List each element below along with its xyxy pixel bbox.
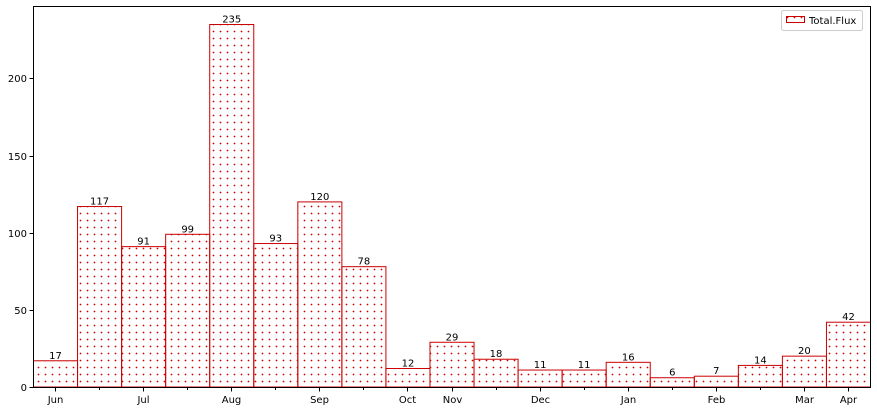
- x-tick-label: Aug: [222, 395, 242, 406]
- data-label: 7: [713, 366, 719, 377]
- bar: [517, 369, 563, 388]
- bar: [297, 201, 343, 388]
- bar: [209, 24, 255, 388]
- bar: [605, 361, 651, 388]
- legend: Total.Flux: [781, 10, 863, 31]
- data-labels-layer: 17 117 91 99 235 93 120 78 12 29 18 11 11 16 6 7 14 20 42: [49, 15, 855, 379]
- x-tick-label: Oct: [399, 395, 416, 406]
- bar: [165, 233, 211, 388]
- x-tick-label: Dec: [531, 395, 550, 406]
- bar: [473, 358, 519, 388]
- x-tick-label: Feb: [708, 395, 726, 406]
- x-tick-label: Jan: [620, 395, 636, 406]
- y-tick-label: 100: [8, 229, 27, 240]
- bar: [737, 364, 783, 388]
- x-tick-label: Nov: [443, 395, 463, 406]
- bar: [33, 360, 79, 388]
- data-label: 6: [669, 368, 675, 379]
- legend-swatch: [786, 16, 805, 23]
- bar: [385, 367, 431, 388]
- legend-label: Total.Flux: [808, 16, 856, 27]
- data-label: 16: [622, 352, 635, 363]
- bar: [561, 369, 607, 388]
- data-label: 18: [490, 349, 503, 360]
- data-label: 120: [310, 192, 329, 203]
- data-label: 11: [534, 360, 547, 371]
- bar: [825, 321, 872, 388]
- data-label: 29: [446, 332, 459, 343]
- x-tick-label: Jun: [47, 395, 64, 406]
- data-label: 42: [842, 312, 855, 323]
- data-label: 78: [358, 257, 371, 268]
- bar: [693, 375, 739, 388]
- y-tick-label: 150: [8, 152, 27, 163]
- data-label: 235: [222, 15, 241, 26]
- bar: [77, 206, 123, 388]
- bar: [341, 266, 387, 388]
- legend-box: [781, 10, 863, 31]
- bar: [253, 243, 299, 388]
- y-tick-label: 0: [21, 383, 27, 394]
- x-tick-label: Sep: [310, 395, 329, 406]
- x-tick-label: Apr: [840, 395, 858, 406]
- bar: [649, 377, 695, 388]
- x-tick-label: Mar: [795, 395, 815, 406]
- data-label: 17: [49, 351, 62, 362]
- bar: [429, 341, 475, 388]
- x-tick-label: Jul: [136, 395, 149, 406]
- data-label: 14: [754, 355, 767, 366]
- bar: [121, 246, 167, 388]
- data-label: 11: [578, 360, 591, 371]
- data-label: 93: [269, 234, 282, 245]
- data-label: 12: [402, 358, 415, 369]
- data-label: 91: [137, 237, 150, 248]
- data-label: 99: [181, 224, 194, 235]
- data-label: 20: [798, 346, 811, 357]
- bar: [781, 355, 827, 388]
- bars-layer: [33, 24, 872, 388]
- y-tick-label: 200: [8, 74, 27, 85]
- data-label: 117: [90, 197, 109, 208]
- y-tick-label: 50: [14, 306, 27, 317]
- axes-layer: 0 50 100 150 200 Jun Jul Aug Sep Oct Nov Dec Jan Feb M…: [8, 6, 871, 406]
